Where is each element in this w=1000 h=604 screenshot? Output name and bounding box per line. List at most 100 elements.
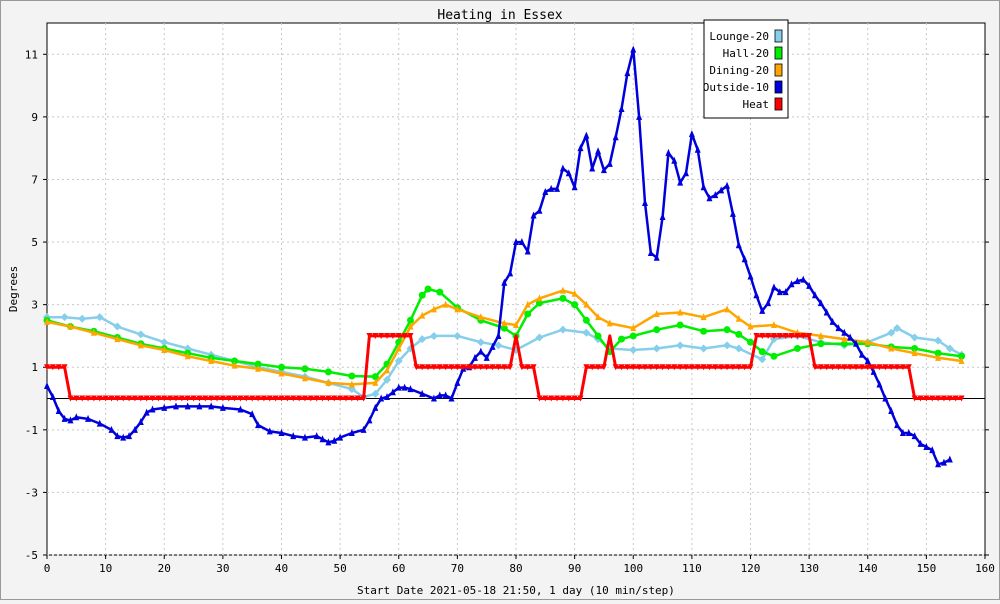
data-point	[255, 421, 262, 429]
data-point	[149, 395, 156, 402]
data-point	[530, 364, 537, 371]
data-point	[278, 369, 285, 377]
data-point	[507, 269, 514, 277]
data-point	[894, 364, 901, 371]
data-point	[864, 364, 871, 371]
data-point	[278, 428, 285, 436]
data-point	[735, 241, 742, 249]
data-point	[694, 145, 701, 153]
data-point	[337, 395, 344, 402]
data-point	[290, 432, 297, 440]
data-point	[202, 395, 209, 402]
data-point	[652, 344, 661, 353]
data-point	[61, 414, 68, 422]
data-point	[765, 299, 772, 307]
data-point	[477, 347, 484, 355]
data-point	[161, 403, 168, 411]
data-point	[829, 364, 836, 371]
data-point	[178, 395, 185, 402]
data-point	[806, 281, 813, 289]
x-tick-label: 150	[916, 562, 936, 575]
x-axis-label: Start Date 2021-05-18 21:50, 1 day (10 m…	[357, 584, 675, 597]
data-point	[407, 385, 414, 393]
data-point	[723, 326, 731, 334]
data-point	[214, 395, 221, 402]
data-point	[489, 364, 496, 371]
data-point	[811, 364, 818, 371]
data-point	[301, 433, 308, 441]
data-point	[348, 380, 355, 388]
data-point	[348, 395, 355, 402]
data-point	[161, 395, 168, 402]
data-point	[600, 364, 607, 371]
data-point	[841, 335, 848, 343]
data-point	[559, 395, 566, 402]
data-point	[307, 395, 314, 402]
data-point	[325, 378, 332, 386]
data-point	[770, 332, 777, 339]
legend-swatch	[774, 63, 783, 77]
data-point	[765, 332, 772, 339]
data-point	[676, 321, 684, 329]
data-point	[108, 395, 115, 402]
data-point	[501, 319, 508, 327]
data-point	[688, 130, 695, 138]
data-point	[126, 432, 133, 440]
data-point	[272, 395, 279, 402]
data-point	[946, 395, 953, 402]
data-point	[301, 365, 309, 373]
data-point	[864, 356, 871, 364]
data-point	[348, 428, 355, 436]
data-point	[296, 395, 303, 402]
data-point	[817, 299, 824, 307]
data-point	[806, 332, 813, 339]
data-point	[847, 333, 854, 341]
data-point	[483, 364, 490, 371]
data-point	[929, 446, 936, 454]
data-point	[372, 378, 379, 386]
data-point	[196, 402, 203, 410]
data-point	[589, 364, 596, 371]
data-point	[759, 306, 766, 314]
data-point	[249, 395, 256, 402]
data-point	[120, 395, 127, 402]
data-point	[384, 332, 391, 339]
data-point	[747, 322, 754, 330]
data-point	[548, 395, 555, 402]
data-point	[712, 364, 719, 371]
data-point	[630, 324, 637, 332]
data-point	[208, 356, 215, 364]
data-point	[876, 364, 883, 371]
data-point	[366, 416, 373, 424]
data-point	[184, 395, 191, 402]
data-point	[501, 278, 508, 286]
data-point	[442, 391, 449, 399]
legend-swatch	[774, 46, 783, 60]
data-point	[278, 363, 285, 371]
data-point	[126, 395, 133, 402]
data-point	[535, 333, 544, 342]
data-point	[384, 366, 391, 374]
data-point	[952, 395, 959, 402]
data-point	[406, 316, 414, 324]
data-point	[741, 364, 748, 371]
data-point	[735, 330, 743, 338]
data-point	[95, 313, 104, 322]
series-line-heat	[47, 334, 962, 400]
data-point	[284, 395, 291, 402]
data-point	[542, 395, 549, 402]
data-point	[888, 344, 895, 352]
data-point	[184, 402, 191, 410]
data-point	[600, 166, 607, 174]
data-point	[418, 335, 427, 344]
legend-label: Dining-20	[709, 64, 769, 77]
legend-swatch	[774, 97, 783, 111]
data-point	[788, 280, 795, 288]
data-point	[149, 405, 156, 413]
data-point	[583, 300, 590, 308]
data-point	[360, 425, 367, 433]
data-point	[448, 394, 455, 402]
data-point	[558, 325, 567, 334]
data-point	[747, 272, 754, 280]
data-point	[882, 394, 889, 402]
